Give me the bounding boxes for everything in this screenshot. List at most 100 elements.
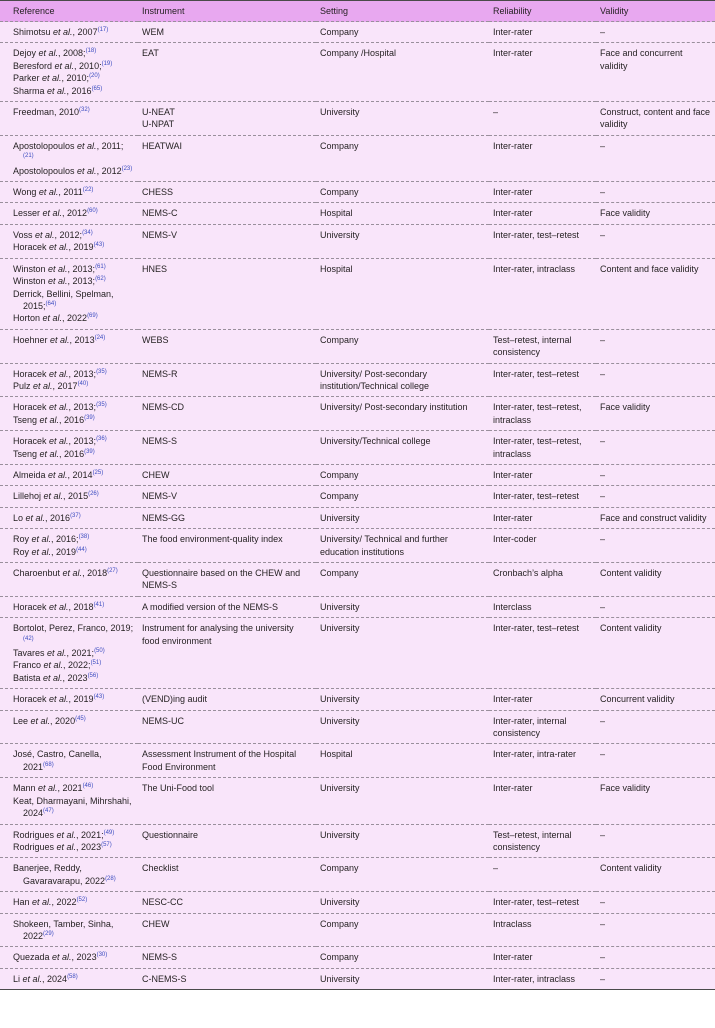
reference-year: , 2012 — [62, 208, 88, 219]
reference-year: , 2007 — [72, 27, 98, 37]
reference-et-al: et al. — [52, 60, 75, 71]
citation-link[interactable]: (49) — [103, 829, 115, 836]
citation-link[interactable]: (35) — [96, 402, 107, 409]
reference-year: , 2013 — [69, 334, 95, 345]
instrument-cell: (VEND)ing audit — [138, 689, 316, 710]
citation-link[interactable]: (57) — [101, 841, 112, 848]
citation-link[interactable]: (27) — [107, 568, 118, 574]
citation-link[interactable]: (22) — [82, 187, 94, 194]
instrument-cell: Checklist — [138, 858, 316, 892]
citation-link[interactable]: (41) — [93, 601, 105, 608]
reference-line: Rodrigues et al., 2023(57) — [13, 841, 134, 853]
citation-link[interactable]: (51) — [90, 660, 102, 667]
reference-line: Bortolot, Perez, Franco, 2019;(42) — [13, 622, 134, 647]
reference-year: , 2019 — [68, 694, 94, 705]
reference-et-al: et al. — [74, 165, 97, 176]
citation-link[interactable]: (17) — [97, 27, 109, 33]
instrument-cell: CHESS — [138, 182, 316, 203]
validity-cell: – — [600, 368, 606, 379]
instrument-line: HNES — [142, 263, 168, 274]
citation-link[interactable]: (24) — [94, 334, 106, 341]
reference-author: Tavares — [13, 648, 45, 659]
citation-link[interactable]: (43) — [93, 242, 105, 249]
reference-cell: Lesser et al., 2012(60) — [0, 203, 138, 224]
citation-link[interactable]: (52) — [76, 897, 88, 904]
reference-year: , 2018 — [82, 568, 108, 578]
citation-link[interactable]: (21) — [23, 153, 34, 160]
citation-link[interactable]: (43) — [93, 694, 105, 701]
citation-link[interactable]: (29) — [43, 930, 54, 937]
citation-link[interactable]: (45) — [75, 715, 86, 722]
citation-link[interactable]: (47) — [43, 808, 54, 815]
reference-year: , 2013; — [67, 276, 96, 287]
citation-link[interactable]: (44) — [76, 546, 87, 553]
citation-link[interactable]: (56) — [87, 672, 99, 679]
reference-author: Charoenbut — [13, 568, 61, 578]
setting-cell: University — [320, 897, 360, 908]
citation-link[interactable]: (25) — [92, 469, 104, 476]
instrument-cell: NEMS-R — [138, 363, 316, 397]
citation-link[interactable]: (42) — [23, 635, 34, 642]
reference-et-al: et al. — [37, 414, 60, 425]
citation-link[interactable]: (64) — [45, 300, 57, 307]
citation-link[interactable]: (39) — [84, 414, 95, 421]
reference-year: , 2021; — [66, 648, 95, 659]
reference-year: , 2011 — [58, 187, 83, 198]
citation-link[interactable]: (28) — [105, 875, 116, 882]
instruments-table: Reference Instrument Setting Reliability… — [0, 0, 715, 990]
reference-line: Horacek et al., 2013;(36) — [13, 435, 134, 447]
citation-link[interactable]: (32) — [79, 107, 90, 114]
citation-link[interactable]: (35) — [96, 368, 107, 375]
citation-link[interactable]: (34) — [82, 229, 93, 236]
instrument-cell: Instrument for analysing the university … — [138, 618, 316, 689]
citation-link[interactable]: (40) — [77, 380, 89, 387]
reference-et-al: et al. — [45, 276, 68, 287]
reference-author: Sharma — [13, 85, 45, 96]
instrument-cell: NEMS-UC — [138, 710, 316, 744]
table-row: Apostolopoulos et al., 2011;(21) Apostolo… — [0, 135, 715, 182]
instrument-cell: NEMS-C — [138, 203, 316, 224]
citation-link[interactable]: (39) — [84, 448, 95, 455]
reference-line: Horacek et al., 2019(43) — [13, 693, 134, 705]
citation-link[interactable]: (19) — [101, 60, 113, 67]
validity-cell: – — [600, 436, 606, 447]
reference-line: Rodrigues et al., 2021;(49) — [13, 829, 134, 841]
validity-cell: – — [600, 140, 606, 151]
citation-link[interactable]: (23) — [121, 165, 133, 172]
reference-author: Tseng — [13, 414, 38, 425]
citation-link[interactable]: (62) — [95, 276, 106, 283]
citation-link[interactable]: (20) — [89, 73, 100, 80]
citation-link[interactable]: (58) — [67, 973, 78, 980]
citation-link[interactable]: (68) — [43, 761, 54, 768]
reference-cell: Lee et al., 2020(45) — [0, 710, 138, 744]
reliability-cell: Test–retest, internal consistency — [493, 334, 572, 358]
table-row: Han et al., 2022(52) NESC-CC University Int… — [0, 891, 715, 914]
reference-year: , 2017 — [52, 380, 78, 391]
citation-link[interactable]: (61) — [95, 263, 106, 270]
validity-cell: – — [600, 973, 606, 984]
citation-link[interactable]: (38) — [78, 534, 90, 541]
citation-link[interactable]: (50) — [94, 648, 105, 655]
citation-link[interactable]: (46) — [82, 783, 94, 790]
reference-line: Lillehoj et al., 2015(26) — [13, 490, 134, 502]
citation-link[interactable]: (65) — [91, 85, 103, 92]
reference-year: , 2020 — [50, 715, 76, 726]
citation-link[interactable]: (37) — [70, 512, 81, 519]
instrument-cell: NEMS-S — [138, 947, 316, 968]
citation-link[interactable]: (26) — [88, 491, 99, 498]
instrument-cell: NEMS-V — [138, 224, 316, 258]
setting-cell: University/ Post-secondary institution — [320, 402, 468, 413]
instrument-line: The Uni-Food tool — [142, 783, 215, 794]
citation-link[interactable]: (30) — [96, 952, 108, 959]
citation-link[interactable]: (18) — [85, 48, 97, 55]
table-row: Voss et al., 2012;(34) Horacek et al., 20… — [0, 224, 715, 259]
instrument-line: (VEND)ing audit — [142, 694, 208, 705]
reference-cell: Han et al., 2022(52) — [0, 892, 138, 913]
reference-year: , 2019 — [68, 242, 94, 253]
setting-cell: Hospital — [320, 263, 353, 274]
instrument-cell: Assessment Instrument of the Hospital Fo… — [138, 744, 316, 778]
reference-author: Han — [13, 897, 30, 908]
citation-link[interactable]: (60) — [87, 208, 98, 215]
citation-link[interactable]: (69) — [87, 313, 98, 320]
citation-link[interactable]: (36) — [96, 436, 107, 443]
